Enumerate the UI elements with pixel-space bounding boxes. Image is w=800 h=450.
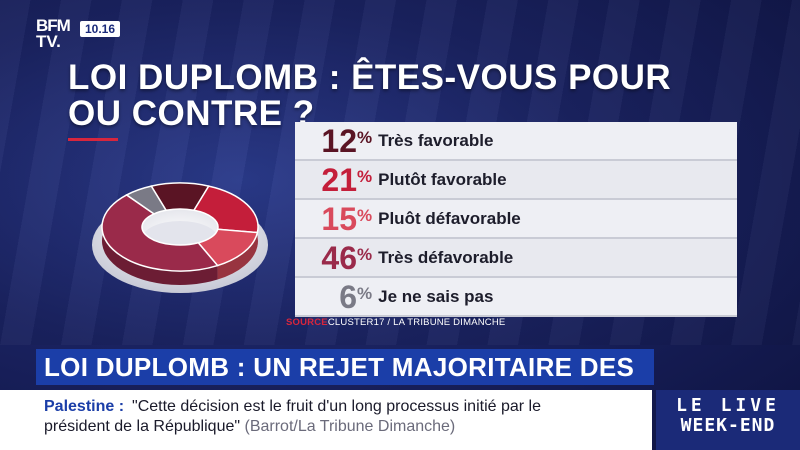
percent-sign: % xyxy=(357,284,373,303)
percent-value: 15 xyxy=(321,200,357,237)
news-ticker xyxy=(0,390,652,450)
channel-logo: BFM TV. xyxy=(36,16,76,51)
percent-sign: % xyxy=(357,206,373,225)
percent-value: 6 xyxy=(339,278,357,315)
ticker-attribution: (Barrot/La Tribune Dimanche) xyxy=(244,418,456,435)
result-row: 12 % Très favorable xyxy=(295,122,737,161)
result-row: 21 % Plutôt favorable xyxy=(295,161,737,200)
ticker-topic: Palestine : xyxy=(44,398,125,415)
clock: 10.16 xyxy=(80,21,121,37)
donut-slice-side xyxy=(217,232,258,280)
donut-slice xyxy=(101,194,219,272)
logo-line-2: TV. xyxy=(36,32,61,51)
ticker-line-2: président de la République" (Barrot/La T… xyxy=(44,418,455,436)
percent-value: 46 xyxy=(321,239,357,276)
result-label: Très défavorable xyxy=(378,247,514,267)
headline-banner: LOI DUPLOMB : UN REJET MAJORITAIRE DES F… xyxy=(36,349,654,418)
percent-sign: % xyxy=(357,167,373,186)
percent-sign: % xyxy=(357,245,373,264)
donut-slice-side xyxy=(101,194,218,286)
live-title: LE LIVE xyxy=(676,395,780,416)
logo-line-1: BFM xyxy=(36,16,71,35)
donut-slice xyxy=(125,185,168,215)
result-row: 15 % Pluôt défavorable xyxy=(295,200,737,239)
live-badge: LE LIVE WEEK-END xyxy=(656,390,800,450)
results-table: 12 % Très favorable 21 % Plutôt favorabl… xyxy=(295,122,737,317)
headline-underline xyxy=(68,138,118,141)
percent-sign: % xyxy=(357,128,373,147)
source-credit: SOURCECLUSTER17 / LA TRIBUNE DIMANCHE xyxy=(286,317,505,328)
percent-value: 21 xyxy=(321,161,357,198)
headline: LOI DUPLOMB : ÊTES-VOUS POUR OU CONTRE ? xyxy=(68,58,672,133)
donut-slices xyxy=(101,182,259,272)
source-key: SOURCE xyxy=(286,317,328,328)
ticker-text-1: "Cette décision est le fruit d'un long p… xyxy=(132,398,541,415)
result-row: 6 % Je ne sais pas xyxy=(295,278,737,317)
ticker-line-1: Palestine : "Cette décision est le fruit … xyxy=(44,398,541,416)
source-text: CLUSTER17 / LA TRIBUNE DIMANCHE xyxy=(327,317,506,328)
result-label: Pluôt défavorable xyxy=(378,208,521,228)
donut-chart xyxy=(92,182,268,293)
percent-value: 12 xyxy=(321,122,357,159)
ticker-text-2: président de la République" xyxy=(44,418,241,435)
result-row: 46 % Très défavorable xyxy=(295,239,737,278)
result-label: Plutôt favorable xyxy=(378,169,507,189)
result-label: Très favorable xyxy=(378,130,494,150)
result-label: Je ne sais pas xyxy=(378,286,494,306)
live-subtitle: WEEK-END xyxy=(680,415,776,436)
